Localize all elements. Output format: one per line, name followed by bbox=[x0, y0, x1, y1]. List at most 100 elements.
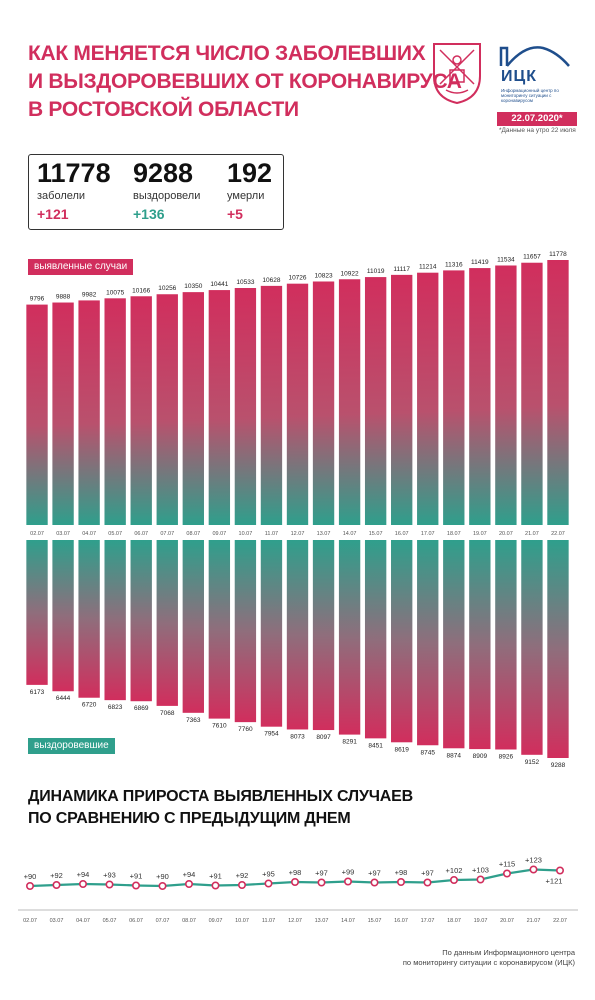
cases-bar bbox=[182, 292, 204, 525]
section-title-line-1: Динамика прироста выявленных случаев bbox=[28, 788, 413, 805]
growth-value-label: +123 bbox=[525, 856, 542, 865]
recovered-value-label: 8073 bbox=[290, 733, 305, 740]
ick-logo: ИЦК Информационный центр по мониторингу … bbox=[497, 42, 572, 112]
recovered-bar bbox=[104, 540, 126, 701]
date-labels: 02.07 03.07 04.07 05.07 06.07 07.07 08.07 09.07… bbox=[30, 531, 565, 537]
recovered-bar bbox=[521, 540, 543, 755]
line-date-label: 20.07 bbox=[500, 918, 514, 924]
cases-value-label: 10726 bbox=[288, 275, 306, 282]
recovered-bar bbox=[286, 540, 309, 730]
section-title: Динамика прироста выявленных случаев по … bbox=[28, 786, 413, 830]
recovered-bar bbox=[260, 540, 283, 727]
growth-point bbox=[290, 877, 299, 886]
cases-bar bbox=[286, 283, 309, 525]
title-line-1: Как меняется число заболевших bbox=[28, 42, 426, 65]
stat-sick: 11778 заболели +121 bbox=[37, 157, 111, 223]
cases-bar bbox=[338, 279, 361, 525]
recovered-value-label: 7363 bbox=[186, 717, 201, 724]
line-date-label: 02.07 bbox=[23, 918, 37, 924]
date-label: 19.07 bbox=[473, 531, 487, 537]
recovered-value-label: 8451 bbox=[368, 742, 383, 749]
growth-point bbox=[105, 880, 114, 889]
cases-bar bbox=[312, 281, 335, 525]
date-label: 17.07 bbox=[421, 531, 435, 537]
stat-recovered-value: 9288 bbox=[133, 158, 194, 188]
line-date-label: 18.07 bbox=[447, 918, 461, 924]
line-date-labels: 02.07 03.07 04.07 05.07 06.07 07.07 08.07 09.07… bbox=[23, 918, 567, 924]
growth-point bbox=[370, 878, 379, 887]
cases-value-label: 11419 bbox=[471, 259, 489, 266]
cases-bar bbox=[417, 272, 439, 525]
growth-value-label: +91 bbox=[209, 872, 222, 881]
recovered-bar bbox=[26, 540, 48, 685]
date-label: 21.07 bbox=[525, 531, 539, 537]
recovered-value-label: 6173 bbox=[30, 689, 45, 696]
line-date-label: 09.07 bbox=[209, 918, 223, 924]
cases-bar bbox=[495, 265, 517, 525]
stat-died-delta: +5 bbox=[227, 206, 243, 222]
stat-died-label: умерли bbox=[227, 190, 265, 202]
growth-value-label: +97 bbox=[421, 869, 434, 878]
date-label: 02.07 bbox=[30, 531, 44, 537]
date-label: 04.07 bbox=[82, 531, 96, 537]
date-label: 11.07 bbox=[265, 531, 278, 537]
title-line-3: в Ростовской области bbox=[28, 98, 299, 121]
recovered-value-label: 7610 bbox=[212, 723, 227, 730]
date-label: 16.07 bbox=[395, 531, 409, 537]
date-label: 10.07 bbox=[239, 531, 253, 537]
recovered-bar bbox=[338, 540, 361, 735]
date-label: 07.07 bbox=[160, 531, 174, 537]
recovered-bar bbox=[469, 540, 491, 750]
growth-value-label: +90 bbox=[24, 872, 37, 881]
line-date-label: 19.07 bbox=[474, 918, 488, 924]
cases-bar bbox=[156, 294, 178, 525]
cases-value-label: 11019 bbox=[367, 268, 385, 275]
cases-bar bbox=[521, 262, 543, 525]
date-label: 13.07 bbox=[317, 531, 331, 537]
line-date-label: 12.07 bbox=[288, 918, 302, 924]
cases-value-label: 10441 bbox=[210, 281, 228, 288]
stat-sick-value: 11778 bbox=[37, 158, 111, 188]
cases-value-label: 11657 bbox=[523, 254, 541, 261]
growth-point bbox=[317, 878, 326, 887]
growth-point bbox=[423, 878, 432, 887]
growth-value-label: +102 bbox=[446, 866, 463, 875]
date-badge: 22.07.2020* bbox=[497, 112, 577, 126]
recovered-value-label: 8745 bbox=[421, 749, 436, 756]
growth-point bbox=[25, 881, 34, 890]
growth-point bbox=[396, 877, 405, 886]
growth-value-label: +94 bbox=[77, 870, 90, 879]
recovered-bar bbox=[130, 540, 152, 702]
stat-died-value: 192 bbox=[227, 158, 273, 188]
cases-value-label: 11534 bbox=[497, 256, 515, 263]
recovered-value-label: 8926 bbox=[499, 754, 514, 761]
date-label: 06.07 bbox=[134, 531, 148, 537]
date-label: 14.07 bbox=[343, 531, 357, 537]
growth-point bbox=[529, 865, 538, 874]
line-marks: +90 +92 +94 +93 +91 +90 +94 +91 +92 +95 +98 +97 +99 +… bbox=[24, 856, 564, 890]
recovered-bar bbox=[312, 540, 335, 731]
growth-value-label: +94 bbox=[183, 870, 196, 879]
cases-value-label: 11117 bbox=[393, 266, 410, 273]
growth-value-label: +115 bbox=[499, 860, 515, 869]
cases-value-label: 10533 bbox=[236, 279, 254, 286]
cases-bars: 9796 9888 9982 10075 10166 10256 10350 10441 105… bbox=[26, 251, 569, 525]
cases-bar bbox=[469, 268, 491, 525]
cases-bar bbox=[234, 288, 257, 525]
cases-bar bbox=[443, 270, 465, 525]
line-date-label: 04.07 bbox=[76, 918, 90, 924]
ick-logo-icon bbox=[499, 46, 570, 67]
growth-value-label: +90 bbox=[156, 872, 169, 881]
line-date-label: 21.07 bbox=[527, 918, 541, 924]
recovered-value-label: 9288 bbox=[551, 762, 566, 769]
line-date-label: 14.07 bbox=[341, 918, 355, 924]
cases-bar bbox=[208, 290, 231, 525]
cases-value-label: 10922 bbox=[341, 270, 359, 277]
recovered-value-label: 6823 bbox=[108, 704, 123, 711]
line-date-label: 05.07 bbox=[103, 918, 117, 924]
line-date-label: 07.07 bbox=[156, 918, 170, 924]
growth-point bbox=[343, 877, 352, 886]
cases-value-label: 11316 bbox=[445, 261, 463, 268]
line-date-label: 03.07 bbox=[50, 918, 64, 924]
section-title-line-2: по сравнению с предыдущим днем bbox=[28, 810, 351, 827]
